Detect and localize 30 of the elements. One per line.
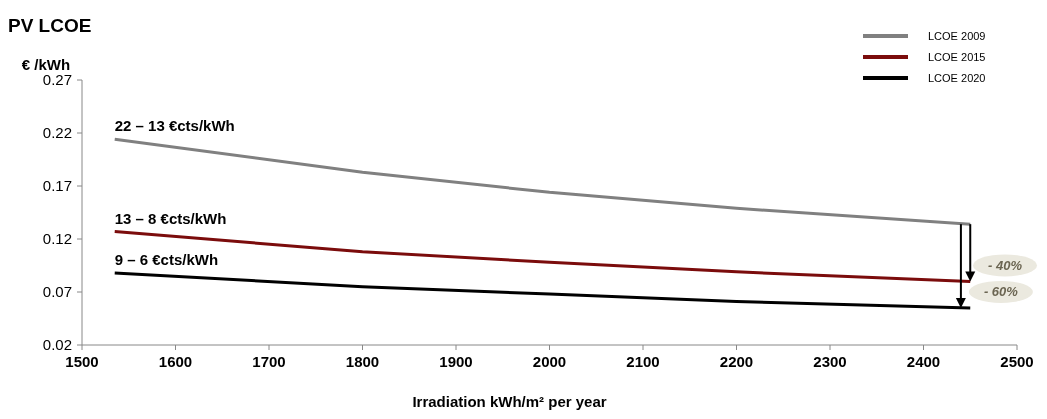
y-axis-title: € /kWh [21, 56, 71, 73]
legend-label: LCOE 2009 [928, 29, 986, 42]
legend-label: LCOE 2020 [928, 71, 986, 84]
y-tick-label: 0.22 [42, 124, 72, 142]
x-axis-title: Irradiation kWh/m² per year [412, 393, 607, 410]
annotation: 22 – 13 €cts/kWh [114, 117, 235, 135]
chart-title: PV LCOE [8, 15, 92, 36]
x-tick-label: 1700 [252, 353, 286, 370]
x-tick-label: 1800 [345, 353, 380, 370]
annotation: 9 – 6 €cts/kWh [114, 250, 219, 268]
annotation: - 60% [983, 284, 1019, 300]
x-tick-label: 2500 [1000, 353, 1034, 370]
line-series [113, 137, 972, 226]
x-tick-label: 2000 [532, 353, 567, 370]
annotation: 13 – 8 €cts/kWh [114, 209, 227, 227]
legend-label: LCOE 2015 [928, 50, 986, 63]
y-tick-label: 0.07 [42, 283, 72, 301]
line-series [113, 271, 972, 310]
x-tick-label: 2200 [719, 353, 754, 370]
x-tick-label: 1500 [65, 353, 99, 370]
y-tick-label: 0.27 [42, 71, 72, 89]
x-tick-label: 1600 [158, 353, 193, 370]
y-tick-label: 0.12 [42, 230, 72, 248]
x-tick-label: 1900 [439, 353, 473, 370]
x-tick-label: 2100 [626, 353, 660, 370]
y-tick-label: 0.02 [42, 336, 72, 354]
x-tick-label: 2400 [906, 353, 941, 370]
annotation: - 40% [988, 257, 1023, 273]
y-tick-label: 0.17 [42, 177, 72, 195]
x-tick-label: 2300 [813, 353, 847, 370]
